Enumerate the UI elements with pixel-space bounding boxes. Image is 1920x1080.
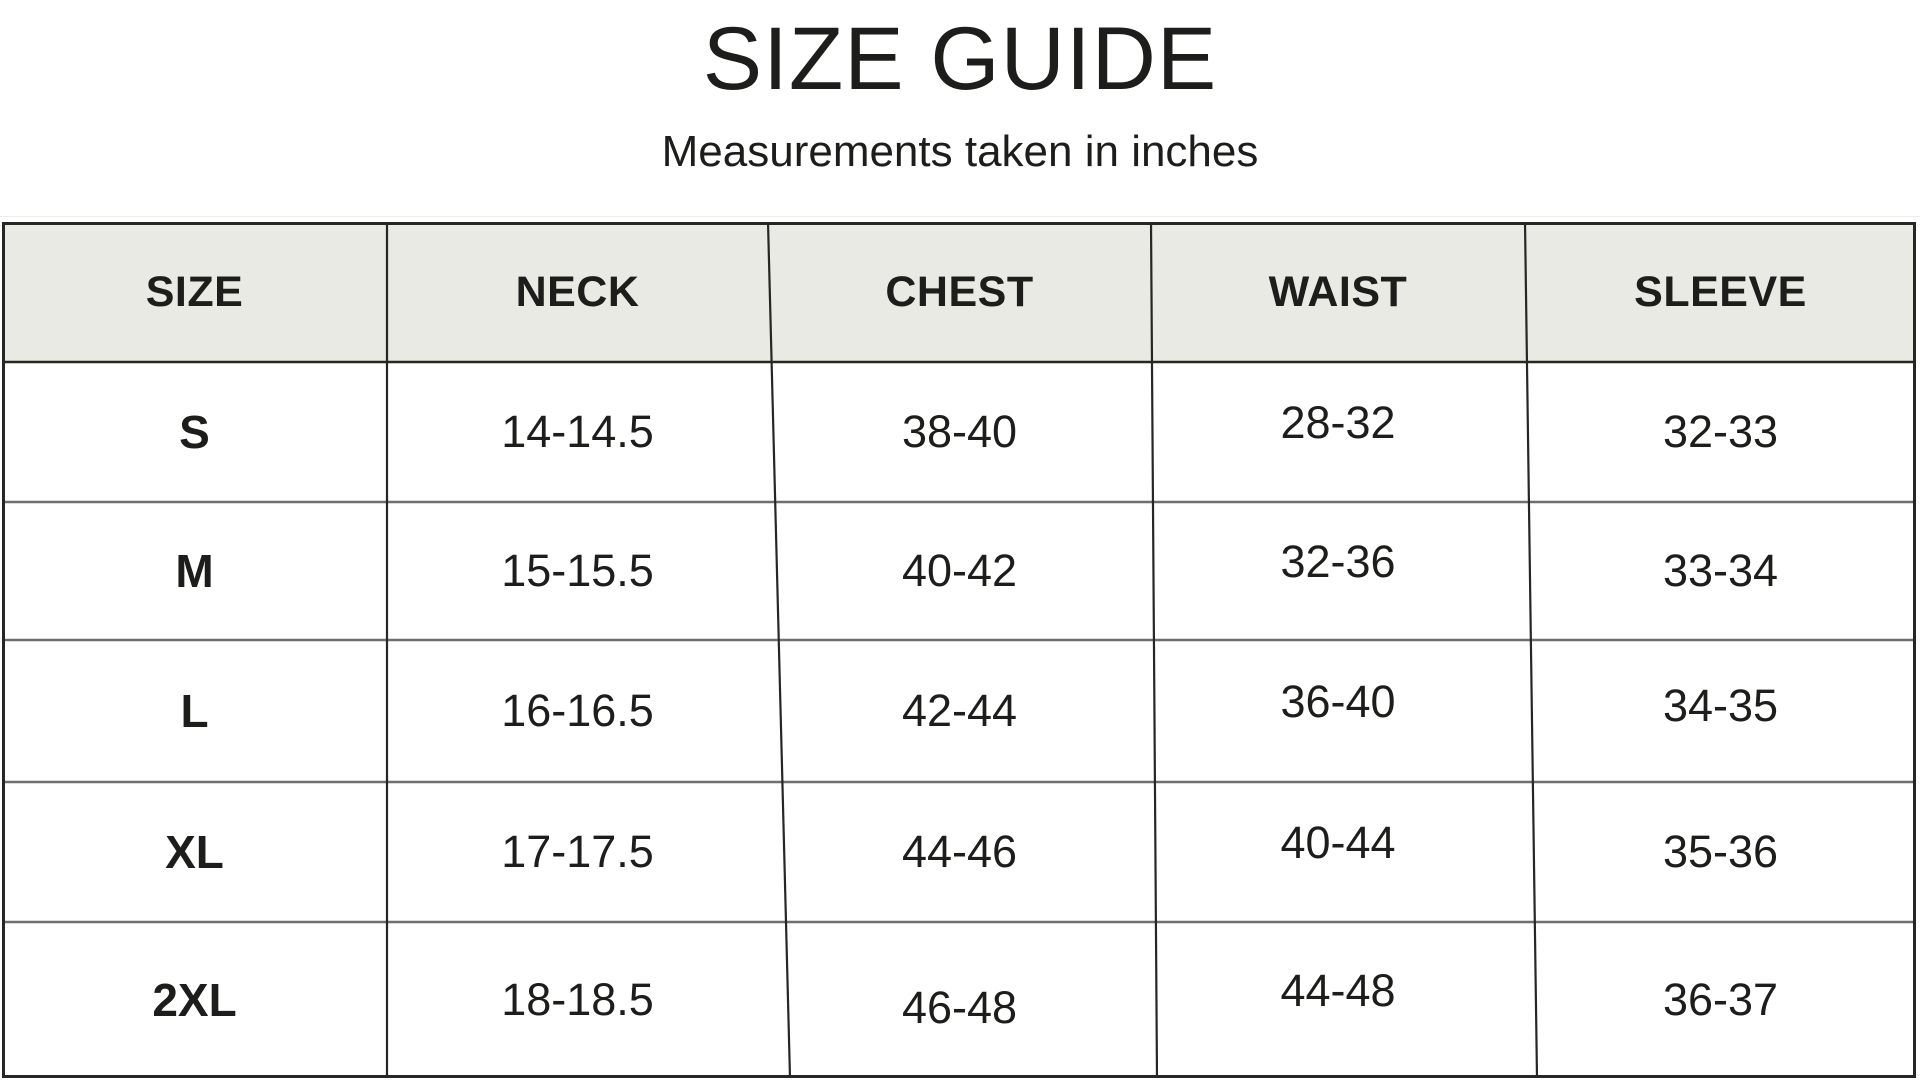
size-label-cell: M bbox=[175, 545, 214, 597]
chest-value-cell: 44-46 bbox=[901, 826, 1018, 877]
sleeve-value-cell: 32-33 bbox=[1662, 406, 1779, 457]
neck-value-cell: 15-15.5 bbox=[501, 545, 654, 596]
size-label-cell: L bbox=[180, 685, 209, 737]
waist-value-cell: 28-32 bbox=[1280, 397, 1396, 448]
chest-value-cell: 46-48 bbox=[901, 982, 1018, 1033]
size-label-cell: 2XL bbox=[152, 974, 237, 1026]
waist-value-cell: 36-40 bbox=[1280, 676, 1396, 727]
column-header-size: SIZE bbox=[145, 267, 244, 316]
chest-value-cell: 40-42 bbox=[901, 545, 1018, 596]
sleeve-value-cell: 33-34 bbox=[1662, 545, 1779, 596]
waist-value-cell: 44-48 bbox=[1280, 965, 1396, 1016]
waist-value-cell: 40-44 bbox=[1280, 817, 1396, 868]
size-table-grid: SIZE NECK CHEST WAIST SLEEVE S 14-14.5 3… bbox=[2, 222, 1916, 1078]
column-header-sleeve: SLEEVE bbox=[1634, 267, 1807, 316]
page-title: SIZE GUIDE bbox=[702, 8, 1218, 108]
size-label-cell: S bbox=[179, 406, 210, 458]
column-header-neck: NECK bbox=[515, 267, 640, 316]
column-header-waist: WAIST bbox=[1268, 267, 1408, 316]
top-hairline-divider bbox=[0, 216, 1920, 217]
waist-value-cell: 32-36 bbox=[1280, 536, 1396, 587]
sleeve-value-cell: 35-36 bbox=[1662, 826, 1779, 877]
page-subtitle: Measurements taken in inches bbox=[661, 127, 1259, 176]
size-table: SIZE NECK CHEST WAIST SLEEVE S 14-14.5 3… bbox=[2, 222, 1916, 1078]
size-label-cell: XL bbox=[165, 826, 224, 878]
sleeve-value-cell: 34-35 bbox=[1662, 680, 1779, 731]
neck-value-cell: 17-17.5 bbox=[501, 826, 654, 877]
neck-value-cell: 14-14.5 bbox=[501, 406, 654, 457]
chest-value-cell: 42-44 bbox=[901, 685, 1018, 736]
column-header-chest: CHEST bbox=[885, 267, 1034, 316]
neck-value-cell: 16-16.5 bbox=[501, 685, 654, 736]
neck-value-cell: 18-18.5 bbox=[501, 974, 654, 1025]
sleeve-value-cell: 36-37 bbox=[1662, 974, 1779, 1025]
chest-value-cell: 38-40 bbox=[901, 406, 1018, 457]
